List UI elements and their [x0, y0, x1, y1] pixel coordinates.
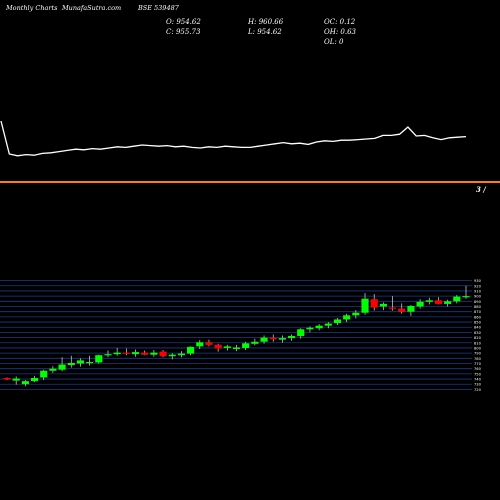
candle-body	[324, 323, 332, 326]
candle-body	[214, 344, 222, 349]
low-value: L: 954.62	[248, 28, 282, 36]
panel-separator	[0, 181, 500, 183]
y-tick-label: 720	[474, 388, 482, 392]
candle-body	[361, 298, 369, 313]
candle-body	[287, 336, 296, 339]
candle-body	[187, 346, 195, 354]
candle-body	[223, 346, 231, 348]
candle-body	[67, 362, 75, 366]
y-tick-label: 870	[474, 310, 482, 314]
oh-value: OH: 0.63	[324, 28, 357, 36]
candle-body	[95, 355, 103, 363]
candle-body	[352, 312, 360, 316]
candle-grid	[0, 280, 472, 390]
candle-body	[425, 300, 433, 302]
y-tick-label: 930	[474, 279, 482, 283]
candle-body	[30, 378, 39, 382]
candle-body	[21, 381, 29, 385]
y-tick-label: 910	[474, 289, 482, 293]
y-tick-label: 900	[474, 295, 482, 299]
candle-body	[370, 299, 378, 308]
candle-body	[49, 368, 57, 371]
candle-body	[343, 315, 351, 320]
candle-body	[453, 296, 461, 302]
candle-body	[260, 337, 268, 342]
candle-body	[315, 325, 323, 329]
candle-body	[416, 301, 424, 307]
candle-body	[398, 308, 406, 312]
candle-body	[40, 370, 48, 378]
candle-body	[242, 343, 250, 348]
period-label: 3 /	[476, 185, 486, 194]
candle-body	[434, 300, 443, 304]
candle-body	[297, 329, 305, 337]
candle-body	[150, 352, 158, 355]
candle-body	[306, 327, 314, 330]
candle-body	[159, 351, 167, 357]
y-tick-label: 860	[474, 315, 482, 319]
y-tick-label: 880	[474, 305, 482, 309]
symbol-label: BSE 539487	[138, 4, 179, 12]
y-tick-label: 760	[474, 367, 482, 371]
candle-body	[462, 296, 470, 298]
candle-body	[58, 364, 66, 370]
site-name: MunafaSutra.com	[62, 4, 122, 12]
y-tick-label: 780	[474, 357, 482, 361]
y-tick-label: 920	[474, 284, 482, 288]
candle-body	[196, 342, 204, 347]
y-tick-label: 810	[474, 341, 482, 345]
candle-body	[104, 354, 112, 356]
candle-body	[278, 338, 286, 340]
candle-body	[113, 352, 121, 355]
close-value: C: 955.73	[166, 28, 201, 36]
y-tick-label: 740	[474, 378, 482, 382]
candle-body	[177, 353, 186, 356]
price-line-panel	[0, 120, 467, 157]
candle-body	[269, 337, 277, 340]
y-tick-label: 730	[474, 383, 482, 387]
candle-body	[122, 352, 130, 354]
candle-body	[379, 303, 387, 307]
open-value: O: 954.62	[166, 18, 201, 26]
y-tick-label: 890	[474, 300, 482, 304]
y-tick-label: 850	[474, 321, 482, 325]
high-value: H: 960.66	[248, 18, 284, 26]
candle-body	[333, 319, 342, 324]
candle-body	[251, 341, 259, 344]
y-tick-label: 790	[474, 352, 482, 356]
candle-body	[168, 354, 176, 357]
price-line	[0, 120, 467, 157]
candle-body	[407, 305, 415, 312]
candle-body	[141, 352, 149, 355]
candle-body	[388, 307, 397, 309]
ol-value: OL: 0	[324, 38, 344, 46]
candle-body	[86, 361, 94, 364]
y-tick-label: 770	[474, 362, 482, 366]
y-tick-label: 800	[474, 346, 482, 350]
candle-body	[3, 378, 11, 380]
candlestick-panel	[3, 285, 470, 387]
candle-body	[12, 378, 20, 381]
candle-body	[205, 342, 213, 345]
candle-body	[131, 352, 140, 355]
y-tick-label: 750	[474, 372, 482, 376]
y-tick-label: 830	[474, 331, 482, 335]
y-tick-label: 820	[474, 336, 482, 340]
candle-body	[444, 301, 452, 304]
oc-value: OC: 0.12	[324, 18, 356, 26]
chart-brand: Monthly Charts	[6, 4, 58, 12]
y-tick-label: 840	[474, 326, 482, 330]
candle-body	[232, 347, 241, 349]
candle-body	[76, 360, 85, 364]
